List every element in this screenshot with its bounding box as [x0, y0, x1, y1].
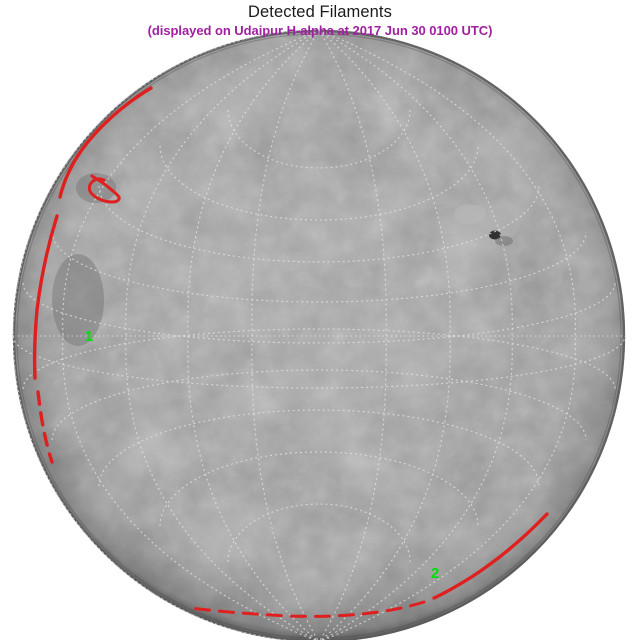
filament-2-contours: [188, 512, 549, 618]
filament-1-closed-contour: [87, 174, 121, 204]
filament-1-contours: [32, 86, 153, 464]
filament-2-limb-arc-southwest: [432, 512, 549, 600]
filament-1-limb-arc-dashed: [36, 390, 54, 464]
filament-2-limb-arc-dashed-south: [188, 600, 426, 618]
filament-1-limb-arc-north: [58, 86, 153, 199]
filament-1-limb-arc-east: [32, 214, 59, 380]
filament-label-1: 1: [85, 328, 93, 345]
filament-label-2: 2: [431, 565, 439, 582]
